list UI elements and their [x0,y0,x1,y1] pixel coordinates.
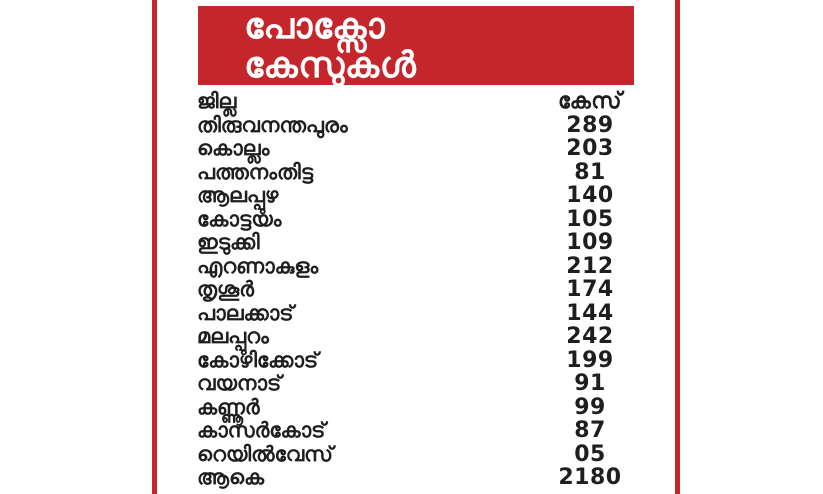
district-name: മലപ്പുറം [197,324,269,349]
cases-count: 174 [566,277,614,303]
cases-count: 87 [574,418,606,444]
cases-count: 91 [574,371,606,397]
table-row: പത്തനംതിട്ട 81 [197,159,653,185]
district-name: കോട്ടയം [197,206,282,231]
table-row: കാസർകോട് 87 [197,418,653,444]
cases-table: ജില്ല കേസ് തിരുവനന്തപുരം 289 കൊല്ലം 203 … [197,89,653,491]
district-name: തിരുവനന്തപുരം [197,112,348,137]
title-line-2: കേസുകൾ [244,45,417,86]
cases-count: 140 [566,183,614,209]
district-name: ആകെ [197,465,264,490]
table-row: ആകെ 2180 [197,465,653,491]
district-name: എറണാകുളം [197,253,319,278]
district-name: വയനാട് [197,371,282,396]
title-banner: പോക്സോ കേസുകൾ [198,6,634,85]
cases-count: 203 [566,136,614,162]
cases-count: 199 [566,347,614,373]
cases-count: 81 [574,159,606,185]
table-row: ആലപ്പുഴ 140 [197,183,653,209]
table-row: തൃശൂർ 174 [197,277,653,303]
district-name: കൊല്ലം [197,136,270,161]
table-row: മലപ്പുറം 242 [197,324,653,350]
table-row: കോട്ടയം 105 [197,206,653,232]
cases-count: 105 [566,206,614,232]
cases-count: 109 [566,230,614,256]
district-name: ആലപ്പുഴ [197,183,279,208]
district-column-header: ജില്ല [197,89,237,114]
cases-count: 05 [574,441,606,467]
left-border-rule [152,0,157,494]
table-row: എറണാകുളം 212 [197,253,653,279]
district-name: ഇടുക്കി [197,230,260,255]
table-header-row: ജില്ല കേസ് [197,89,653,115]
district-name: പത്തനംതിട്ട [197,159,314,184]
district-name: തൃശൂർ [197,277,254,302]
right-border-rule [675,0,680,494]
district-name: കോഴിക്കോട് [197,347,319,372]
cases-count: 2180 [558,465,622,491]
cases-column-header: കേസ് [558,89,622,115]
district-name: പാലക്കാട് [197,300,294,325]
table-row: തിരുവനന്തപുരം 289 [197,112,653,138]
title-line-1: പോക്സോ [244,6,386,47]
table-row: കൊല്ലം 203 [197,136,653,162]
district-name: കാസർകോട് [197,418,326,443]
table-row: പാലക്കാട് 144 [197,300,653,326]
table-row: ഇടുക്കി 109 [197,230,653,256]
cases-count: 242 [566,324,614,350]
cases-count: 99 [574,394,606,420]
table-row: വയനാട് 91 [197,371,653,397]
table-row: കോഴിക്കോട് 199 [197,347,653,373]
cases-count: 289 [566,112,614,138]
cases-count: 144 [566,300,614,326]
table-row: റെയിൽവേസ് 05 [197,441,653,467]
district-name: കണ്ണൂർ [197,394,260,419]
table-row: കണ്ണൂർ 99 [197,394,653,420]
cases-count: 212 [566,253,614,279]
district-name: റെയിൽവേസ് [197,441,333,466]
